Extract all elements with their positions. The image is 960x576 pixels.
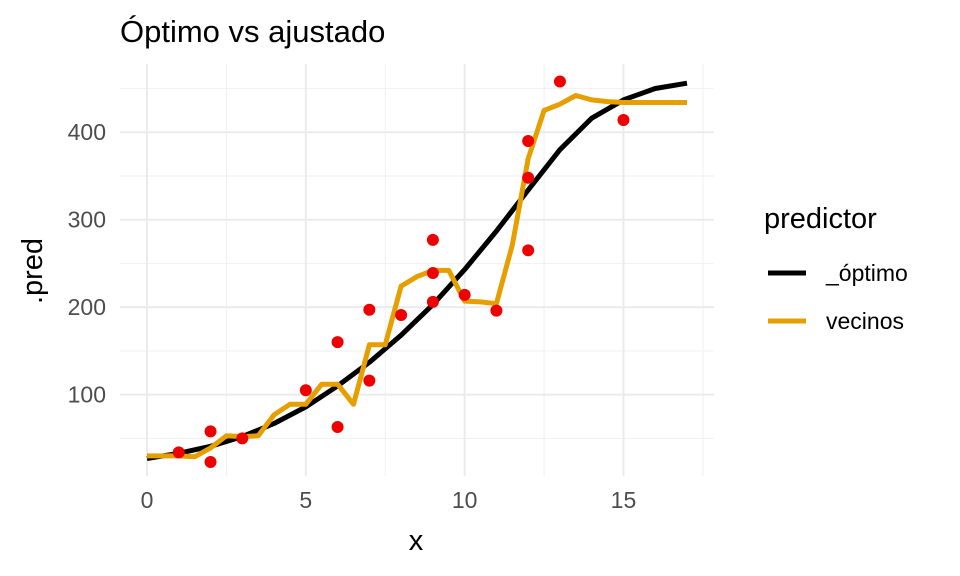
legend-label-optimo: _óptimo [825,260,908,286]
data-point [522,244,535,257]
data-point [236,432,249,445]
data-point [363,374,376,387]
data-point [522,171,535,184]
data-point [617,113,630,126]
x-axis-ticks: 0 5 10 15 [141,487,637,513]
series-layer [146,80,688,461]
data-point [299,384,312,397]
data-point [490,304,503,317]
data-point [363,303,376,316]
y-axis-title: .pred [17,238,49,304]
y-tick-label: 200 [68,294,106,320]
y-tick-label: 100 [68,382,106,408]
x-axis-title: x [409,525,424,557]
y-tick-label: 300 [68,207,106,233]
data-point [331,336,344,349]
data-point [522,134,535,147]
data-point [426,295,439,308]
data-point [458,288,471,301]
x-tick-label: 10 [452,487,478,513]
legend-label-vecinos: vecinos [826,308,904,334]
data-point [426,233,439,246]
major-gridlines [120,64,714,476]
data-point [172,446,185,459]
y-axis-ticks: 100 200 300 400 [68,119,106,407]
x-tick-label: 5 [299,487,312,513]
x-tick-label: 15 [611,487,637,513]
y-tick-label: 400 [68,119,106,145]
chart-title: Óptimo vs ajustado [120,14,385,49]
data-point [204,425,217,438]
x-tick-label: 0 [141,487,154,513]
data-point [204,456,217,469]
data-point [331,421,344,434]
data-point [426,267,439,280]
series-line-vecinos [147,93,687,460]
legend-title: predictor [764,203,877,235]
series-line-optimo [146,80,688,461]
observed-points [172,75,630,469]
data-point [395,309,408,322]
data-point [553,75,566,88]
